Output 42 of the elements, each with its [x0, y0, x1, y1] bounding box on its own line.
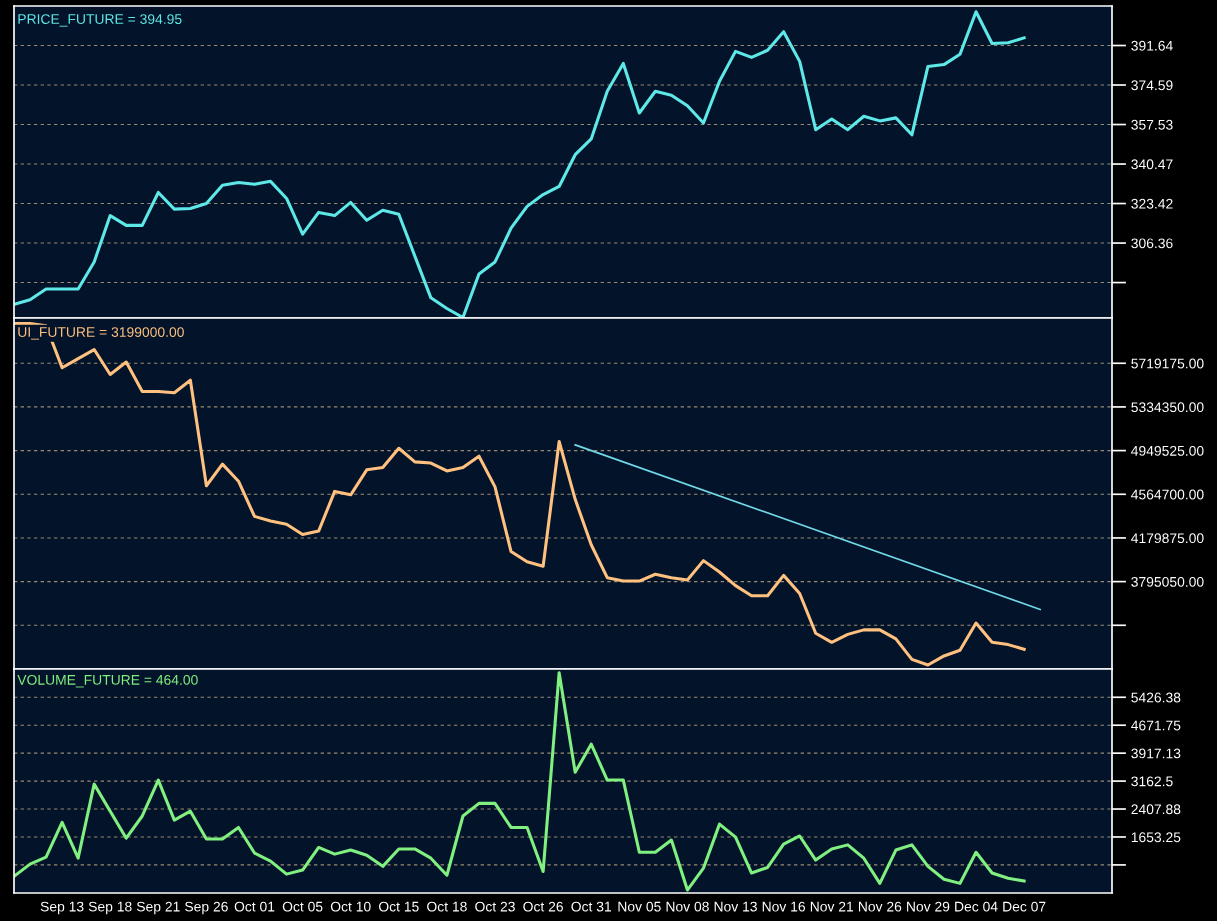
annotation: PRICE_FUTURE = 394.95 — [18, 14, 182, 27]
y-tick-label: 4564700.00 — [1131, 489, 1204, 500]
y-tick-label: 2407.88 — [1131, 804, 1181, 815]
x-tick-label: Nov 26 — [858, 901, 902, 912]
y-tick-label: 3795050.00 — [1131, 576, 1204, 587]
y-tick-label: 374.59 — [1131, 80, 1173, 91]
y-tick-label: 4179875.00 — [1131, 533, 1204, 544]
y-tick-label: 357.53 — [1131, 119, 1173, 130]
x-tick-label: Oct 01 — [234, 901, 275, 912]
annotation: VOLUME_FUTURE = 464.00 — [17, 674, 198, 688]
y-tick-label: 3917.13 — [1131, 748, 1181, 759]
y-tick-label: 323.42 — [1131, 198, 1173, 209]
x-tick-label: Oct 26 — [523, 901, 563, 912]
x-tick-label: Sep 21 — [136, 901, 180, 915]
y-tick-label: 4671.75 — [1131, 720, 1181, 731]
x-tick-label: Nov 21 — [810, 901, 854, 912]
x-tick-label: Sep 26 — [185, 901, 228, 915]
x-tick-label: Nov 13 — [714, 901, 757, 912]
y-tick-label: 391.64 — [1131, 40, 1173, 51]
y-tick-label: 306.36 — [1131, 238, 1173, 249]
x-tick-label: Nov 16 — [762, 901, 806, 912]
y-tick-label: 5719175.00 — [1131, 358, 1204, 369]
x-tick-label: Nov 29 — [907, 901, 950, 912]
x-tick-label: Sep 13 — [40, 901, 84, 915]
y-tick-label: 5426.38 — [1131, 692, 1181, 703]
annotation: UI_FUTURE = 3199000.00 — [18, 327, 184, 340]
x-tick-label: Dec 04 — [955, 901, 998, 912]
y-tick-label: 5334350.00 — [1131, 402, 1204, 413]
y-tick-label: 340.47 — [1131, 159, 1173, 170]
y-tick-label: 3162.5 — [1131, 776, 1173, 787]
x-tick-label: Oct 23 — [475, 901, 515, 912]
y-tick-label: 4949525.00 — [1131, 445, 1204, 456]
y-tick-label: 1653.25 — [1131, 832, 1181, 843]
x-tick-label: Oct 05 — [282, 901, 323, 912]
x-tick-label: Dec 07 — [1003, 901, 1046, 912]
x-tick-label: Nov 08 — [666, 901, 709, 912]
x-tick-label: Nov 05 — [618, 901, 661, 912]
x-tick-label: Sep 18 — [88, 901, 132, 915]
x-tick-label: Oct 31 — [571, 901, 611, 912]
x-tick-label: Oct 18 — [427, 901, 467, 912]
x-tick-label: Oct 10 — [330, 901, 371, 912]
x-tick-label: Oct 15 — [379, 901, 419, 912]
